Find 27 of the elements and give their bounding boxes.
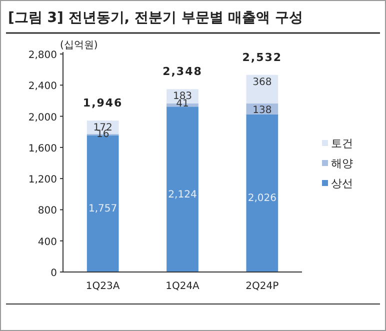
- y-tick-label: 1,600: [28, 143, 57, 154]
- y-tick-label: 2,400: [28, 81, 57, 92]
- y-axis-title: (십억원): [60, 40, 98, 51]
- y-tick-label: 0: [50, 268, 57, 279]
- legend-label: 상선: [331, 177, 353, 190]
- data-label: 138: [252, 104, 272, 116]
- data-label: 368: [252, 76, 272, 88]
- data-label: 2,124: [168, 189, 197, 200]
- chart-title: [그림 3] 전년동기, 전분기 부문별 매출액 구성: [8, 10, 304, 26]
- y-tick-label: 400: [38, 236, 57, 248]
- bar: [166, 106, 198, 272]
- x-tick-label: 1Q23A: [86, 281, 120, 292]
- legend-label: 토건: [331, 137, 353, 150]
- bar: [246, 74, 278, 104]
- total-label: 1,946: [82, 96, 123, 110]
- data-label: 1,757: [88, 204, 118, 215]
- data-label: 2,026: [248, 193, 276, 204]
- y-tick-label: 800: [38, 206, 57, 217]
- total-label: 2,532: [242, 50, 282, 64]
- y-tick-label: 1,200: [28, 174, 57, 186]
- total-label: 2,348: [162, 65, 202, 78]
- x-tick-label: 1Q24A: [166, 281, 200, 292]
- y-tick-label: 2,800: [28, 50, 57, 61]
- bar: [246, 114, 278, 272]
- legend-label: 해양: [331, 157, 353, 170]
- x-tick-label: 2Q24P: [246, 281, 279, 292]
- y-tick-label: 2,000: [28, 112, 57, 124]
